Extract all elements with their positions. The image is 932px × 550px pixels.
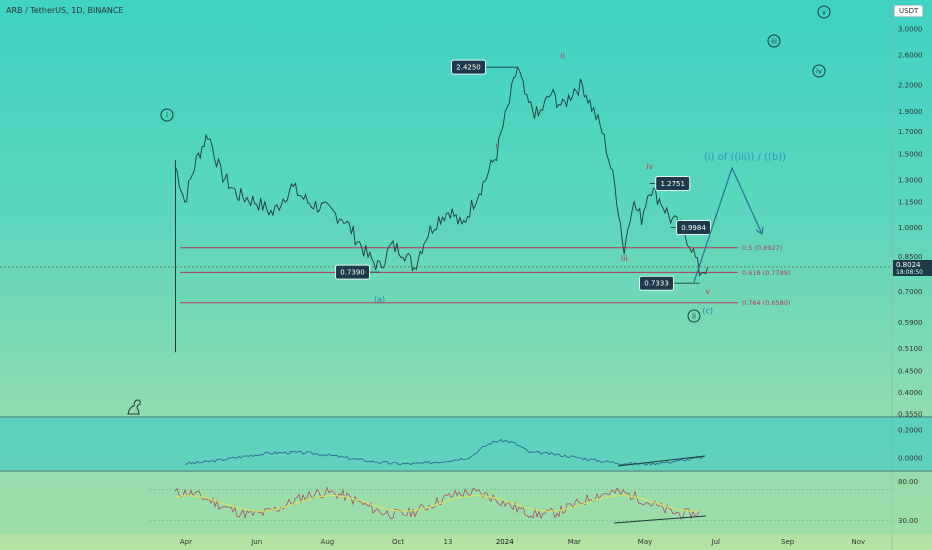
price-badge-label: 2.4250 <box>456 64 481 72</box>
macd-divergence-line <box>617 455 706 467</box>
projection-label: (i) of ((iii)) / ((b)) <box>704 152 786 163</box>
ticker-title: ARB / TetherUS, 1D, BINANCE <box>6 6 124 15</box>
circled-wave-marker <box>817 5 831 19</box>
y-tick-label: 0.3550 <box>898 411 923 419</box>
macd-y-tick: 0.0000 <box>898 455 923 463</box>
circled-wave-label: iv <box>816 68 822 76</box>
x-tick-label: 13 <box>443 538 452 546</box>
y-tick-label: 0.8500 <box>898 253 923 261</box>
wave-label-red: i <box>496 141 498 150</box>
price-badge <box>655 175 691 191</box>
y-tick-label: 1.1500 <box>898 199 923 207</box>
wave-label-red: iii <box>621 254 628 263</box>
price-badge <box>451 59 487 75</box>
y-tick-label: 0.5100 <box>898 345 923 353</box>
fib-level-label: 0.618 (0.7789) <box>742 269 791 277</box>
macd-line <box>184 438 704 466</box>
wave-label-red: ii <box>561 51 565 60</box>
price-badge-label: 0.7390 <box>340 269 365 277</box>
rsi-average-line <box>174 495 700 512</box>
y-tick-label: 2.6000 <box>898 51 923 59</box>
fib-level-label: 0.764 (0.6580) <box>742 299 791 307</box>
price-badge <box>639 275 675 291</box>
circled-wave-label: iii <box>771 38 777 46</box>
y-tick-label: 0.4000 <box>898 389 923 397</box>
price-badge-label: 0.9984 <box>681 224 706 232</box>
x-tick-label: 2024 <box>496 538 514 546</box>
circled-wave-label: i <box>166 112 168 120</box>
x-tick-label: May <box>638 538 652 546</box>
wave-label-red: iv <box>646 162 653 171</box>
price-badge-label: 1.2751 <box>660 180 685 188</box>
x-tick-label: Apr <box>180 538 192 546</box>
circled-wave-marker <box>160 108 174 122</box>
macd-y-tick: 0.2000 <box>898 426 923 434</box>
currency-badge[interactable]: USDT <box>894 5 924 17</box>
y-tick-label: 0.4500 <box>898 368 923 376</box>
price-badge <box>676 220 712 236</box>
rsi-divergence-line <box>613 515 707 524</box>
y-tick-label: 3.0000 <box>898 26 923 34</box>
fib-level-label: 0.5 (0.8927) <box>742 244 782 252</box>
rsi-panel-bg <box>0 472 932 534</box>
x-tick-label: Mar <box>568 538 581 546</box>
tradingview-logo <box>127 399 141 415</box>
price-badge-label: 0.7333 <box>644 280 669 288</box>
circled-wave-label: v <box>822 9 826 17</box>
y-tick-label: 1.9000 <box>898 108 923 116</box>
countdown-value: 18:08:50 <box>896 269 923 276</box>
wave-label-blue: (a) <box>374 295 385 304</box>
circled-wave-marker <box>767 34 781 48</box>
y-tick-label: 1.3000 <box>898 176 923 184</box>
current-price-value: 0.8024 <box>896 261 921 269</box>
y-tick-label: 1.0000 <box>898 224 923 232</box>
circled-wave-label: ii <box>692 313 696 321</box>
x-tick-label: Aug <box>321 538 335 546</box>
y-tick-label: 1.7000 <box>898 128 923 136</box>
current-price-tag <box>893 259 932 276</box>
price-line <box>175 65 709 277</box>
rsi-y-tick: 30.00 <box>898 517 918 525</box>
x-tick-label: Jun <box>250 538 262 546</box>
y-tick-label: 1.5000 <box>898 151 923 159</box>
price-badge <box>335 264 371 280</box>
circled-wave-marker <box>812 64 826 78</box>
wave-label-blue: (c) <box>702 306 713 315</box>
x-tick-label: Nov <box>852 538 866 546</box>
y-tick-label: 0.5900 <box>898 319 923 327</box>
y-tick-label: 2.2000 <box>898 82 923 90</box>
rsi-y-tick: 80.00 <box>898 478 918 486</box>
wave-label-red: v <box>705 287 710 296</box>
x-tick-label: Jul <box>711 538 721 546</box>
y-tick-label: 0.7000 <box>898 288 923 296</box>
projection-arrow <box>693 166 763 283</box>
x-tick-label: Oct <box>392 538 404 546</box>
x-tick-label: Sep <box>781 538 795 546</box>
projection-arrowhead <box>755 226 764 236</box>
rsi-line <box>174 486 700 520</box>
circled-wave-marker <box>687 309 701 323</box>
macd-panel-bg <box>0 418 932 470</box>
